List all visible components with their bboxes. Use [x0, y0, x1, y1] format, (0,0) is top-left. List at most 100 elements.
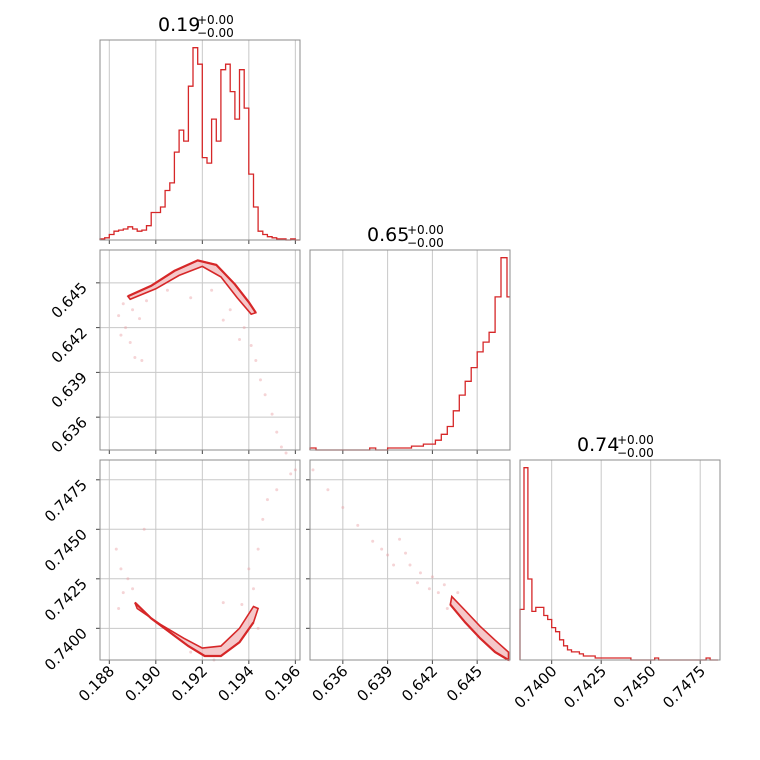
sample-point: [371, 539, 375, 543]
sample-point: [445, 607, 449, 611]
sample-point: [131, 587, 135, 591]
sample-point: [254, 358, 258, 362]
sample-point: [408, 563, 412, 567]
title-p2-plus: +0.00: [617, 433, 654, 447]
sample-point: [415, 581, 419, 585]
title-p1-minus: −0.00: [407, 236, 444, 250]
contour-inner: [127, 259, 257, 314]
sample-point: [456, 591, 460, 595]
sample-point: [117, 607, 121, 611]
sample-point: [427, 587, 431, 591]
sample-point: [275, 430, 279, 434]
panel-frame: [309, 249, 511, 451]
sample-point: [240, 603, 244, 607]
title-p2: 0.74: [577, 434, 619, 456]
sample-point: [142, 527, 146, 531]
tick-label-y: 0.7450: [41, 525, 91, 575]
sample-point: [221, 318, 225, 322]
sample-point: [356, 523, 360, 527]
histogram-p1: [309, 257, 510, 451]
tick-label-x: 0.7425: [560, 662, 610, 712]
sample-point: [256, 626, 260, 630]
sample-point: [228, 308, 232, 312]
panel-hist-p1: [309, 249, 511, 454]
tick-label-y: 0.7475: [41, 476, 91, 526]
tick-labels: 0.188 0.190 0.192 0.194 0.196 0.636 0.639 0.642…: [41, 279, 709, 712]
tick-label-x: 0.636: [309, 662, 352, 705]
sample-point: [249, 344, 253, 348]
histogram-p0: [99, 47, 300, 241]
contour-inner: [449, 603, 510, 661]
panel-scatter-p1-p2: [306, 459, 511, 664]
tick-label-x: 0.639: [353, 662, 396, 705]
sample-point: [114, 547, 118, 551]
tick-label-x: 0.7475: [659, 662, 709, 712]
contour-inner: [134, 601, 255, 658]
tick-label-x: 0.192: [168, 662, 211, 705]
sample-point: [418, 571, 422, 575]
tick-label-x: 0.194: [215, 662, 258, 705]
tick-label-y: 0.639: [48, 369, 91, 412]
sample-point: [326, 488, 330, 492]
tick-label-y: 0.7425: [41, 575, 91, 625]
sample-point: [128, 341, 132, 345]
title-p2-minus: −0.00: [617, 446, 654, 460]
sample-point: [247, 567, 251, 571]
sample-point: [275, 488, 279, 492]
sample-point: [386, 553, 390, 557]
panel-frame: [519, 459, 721, 661]
sample-point: [398, 537, 402, 541]
sample-point: [165, 288, 169, 292]
panel-frame: [99, 249, 301, 451]
sample-point: [210, 288, 214, 292]
sample-point: [140, 358, 144, 362]
title-value: 0.65: [367, 224, 409, 246]
tick-label-y: 0.645: [48, 279, 91, 322]
sample-point: [242, 326, 246, 330]
sample-point: [251, 587, 255, 591]
tick-label-x: 0.196: [261, 662, 304, 705]
title-p1-plus: +0.00: [407, 223, 444, 237]
title-p0: 0.19: [158, 14, 200, 36]
tick-label-x: 0.188: [75, 662, 118, 705]
sample-point: [221, 601, 225, 605]
tick-label-y: 0.642: [48, 324, 91, 367]
sample-point: [124, 326, 128, 330]
panel-frame: [99, 459, 301, 661]
sample-point: [263, 393, 267, 397]
histogram-p2: [519, 467, 718, 661]
tick-label-x: 0.645: [443, 662, 486, 705]
panel-scatter-p0-p1: [96, 249, 301, 455]
sample-point: [436, 591, 440, 595]
tick-label-x: 0.190: [122, 662, 165, 705]
title-p1: 0.65: [367, 224, 409, 246]
title-value: 0.19: [158, 14, 200, 36]
sample-point: [279, 445, 283, 449]
sample-point: [117, 314, 121, 318]
sample-point: [121, 302, 125, 306]
tick-label-x: 0.7450: [610, 662, 660, 712]
sample-point: [145, 299, 149, 303]
panel-frame: [309, 459, 511, 661]
sample-point: [293, 468, 297, 472]
contour-outer: [134, 602, 260, 657]
sample-point: [131, 308, 135, 312]
tick-label-y: 0.7400: [41, 624, 91, 674]
sample-point: [119, 333, 123, 337]
sample-point: [138, 317, 142, 321]
sample-point: [341, 506, 345, 510]
sample-point: [256, 547, 260, 551]
sample-point: [133, 355, 137, 359]
sample-point: [270, 412, 274, 416]
sample-point: [258, 378, 262, 382]
title-p0-minus: −0.00: [197, 26, 234, 40]
panel-frame: [99, 39, 301, 241]
sample-point: [261, 517, 265, 521]
tick-label-y: 0.636: [48, 413, 91, 456]
sample-point: [380, 547, 384, 551]
sample-point: [121, 591, 125, 595]
sample-point: [442, 583, 446, 587]
title-value: 0.74: [577, 434, 619, 456]
sample-point: [189, 296, 193, 300]
